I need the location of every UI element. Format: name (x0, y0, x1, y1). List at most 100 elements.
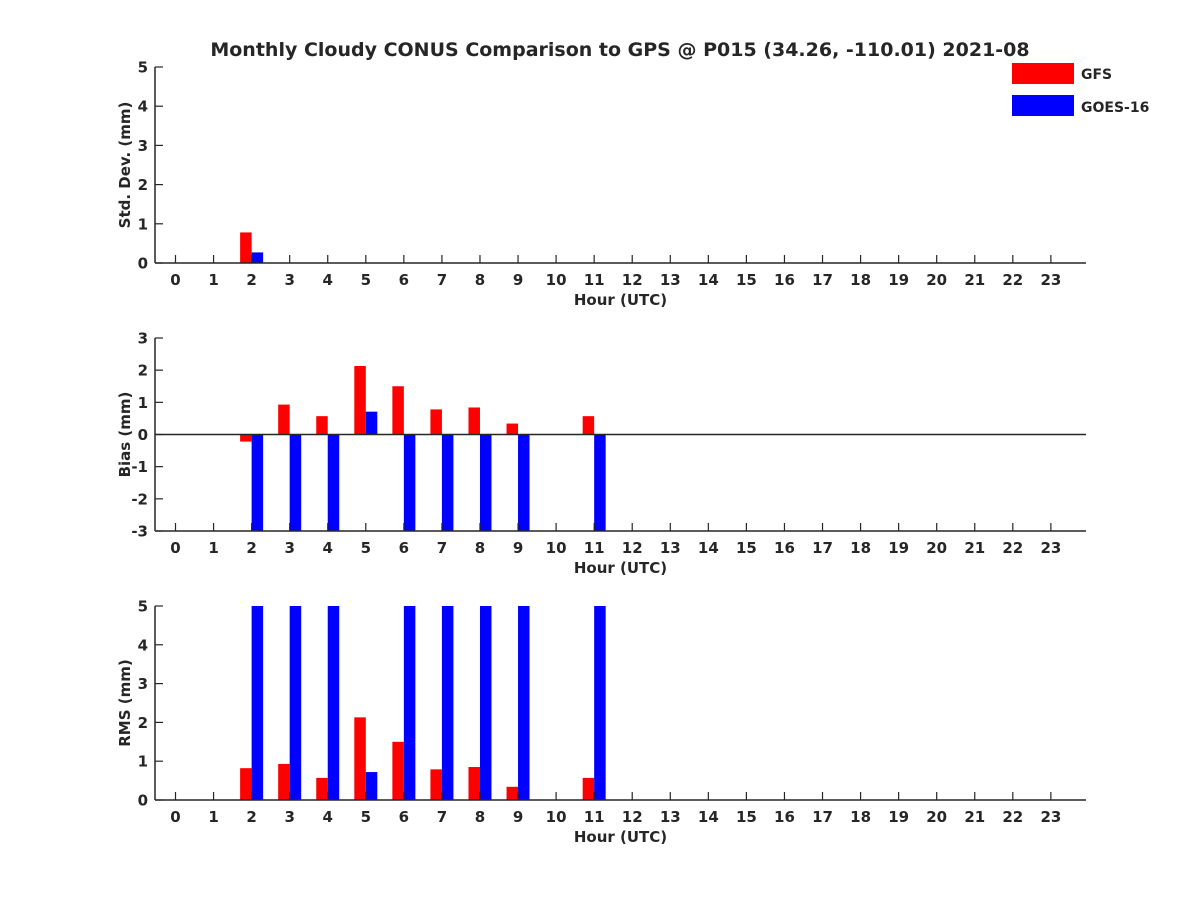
x-tick-label: 5 (361, 271, 371, 289)
x-tick-label: 23 (1040, 539, 1061, 557)
legend-label-goes: GOES-16 (1081, 100, 1149, 116)
x-tick-label: 10 (546, 808, 567, 826)
y-tick-label: 2 (138, 714, 148, 732)
y-tick-label: 4 (138, 98, 148, 116)
y-tick-label: 0 (138, 792, 148, 810)
bar-goes-16-h5 (365, 772, 378, 800)
x-tick-label: 17 (812, 539, 833, 557)
x-tick-label: 20 (926, 808, 947, 826)
x-tick-label: 1 (208, 539, 218, 557)
bar-gfs-h2 (240, 434, 252, 442)
y-tick-label: 0 (138, 426, 148, 444)
x-tick-label: 2 (246, 539, 256, 557)
x-tick-label: 13 (660, 271, 681, 289)
x-tick-label: 19 (888, 808, 909, 826)
bar-goes-16-h9 (518, 434, 530, 531)
y-axis-label: Std. Dev. (mm) (116, 102, 134, 229)
x-tick-label: 20 (926, 539, 947, 557)
x-tick-label: 18 (850, 808, 871, 826)
x-tick-label: 21 (964, 539, 985, 557)
x-tick-label: 9 (513, 539, 523, 557)
y-tick-label: 0 (138, 255, 148, 273)
x-tick-label: 12 (622, 539, 643, 557)
y-axis-label: Bias (mm) (116, 392, 134, 478)
x-tick-label: 9 (513, 271, 523, 289)
bar-gfs-h4 (316, 416, 328, 435)
bar-gfs-h9 (506, 786, 519, 800)
x-tick-label: 1 (208, 808, 218, 826)
x-tick-label: 12 (622, 808, 643, 826)
x-tick-label: 5 (361, 808, 371, 826)
y-tick-label: 3 (138, 675, 148, 693)
y-tick-label: 5 (138, 59, 148, 77)
bar-goes-16-h2 (251, 434, 264, 531)
x-tick-label: 11 (584, 271, 605, 289)
y-tick-label: 5 (138, 598, 148, 616)
x-tick-label: 18 (850, 271, 871, 289)
x-tick-label: 16 (774, 271, 795, 289)
x-tick-label: 7 (437, 539, 447, 557)
bar-goes-16-h6 (403, 606, 416, 800)
bar-gfs-h6 (392, 386, 404, 435)
bar-goes-16-h4 (327, 606, 340, 800)
x-tick-label: 15 (736, 808, 757, 826)
x-tick-label: 17 (812, 808, 833, 826)
bar-gfs-h7 (430, 409, 442, 435)
y-tick-label: 4 (138, 636, 148, 654)
bar-goes-16-h2 (251, 252, 264, 263)
bar-goes-16-h3 (289, 606, 302, 800)
x-tick-label: 21 (964, 271, 985, 289)
x-tick-label: 10 (546, 271, 567, 289)
bar-goes-16-h8 (479, 434, 492, 531)
bar-goes-16-h7 (441, 434, 454, 531)
bar-gfs-h7 (430, 769, 442, 800)
x-tick-label: 5 (361, 539, 371, 557)
x-tick-label: 0 (170, 271, 180, 289)
bar-gfs-h8 (468, 407, 480, 435)
chart-title: Monthly Cloudy CONUS Comparison to GPS @… (210, 39, 1029, 61)
bar-goes-16-h7 (441, 606, 454, 800)
bar-goes-16-h8 (479, 606, 492, 800)
y-tick-label: -3 (131, 523, 148, 541)
y-tick-label: 3 (138, 330, 148, 348)
bar-gfs-h4 (316, 777, 328, 800)
x-tick-label: 3 (284, 808, 294, 826)
x-tick-label: 3 (284, 539, 294, 557)
x-tick-label: 16 (774, 808, 795, 826)
x-tick-label: 22 (1002, 539, 1023, 557)
legend: GFS GOES-16 (1012, 63, 1149, 116)
bar-gfs-h11 (582, 777, 595, 800)
y-tick-label: 1 (138, 394, 148, 412)
x-tick-label: 6 (399, 808, 409, 826)
x-tick-label: 8 (475, 539, 485, 557)
x-tick-label: 1 (208, 271, 218, 289)
bar-goes-16-h5 (365, 411, 378, 435)
bar-goes-16-h9 (518, 606, 530, 800)
x-tick-label: 6 (399, 539, 409, 557)
x-tick-label: 13 (660, 539, 681, 557)
x-tick-label: 12 (622, 271, 643, 289)
bar-goes-16-h11 (594, 606, 606, 800)
x-tick-label: 16 (774, 539, 795, 557)
x-tick-label: 19 (888, 539, 909, 557)
bar-gfs-h3 (278, 404, 290, 435)
x-tick-label: 14 (698, 539, 719, 557)
x-tick-label: 23 (1040, 271, 1061, 289)
x-tick-label: 3 (284, 271, 294, 289)
x-axis-label: Hour (UTC) (574, 559, 667, 577)
legend-swatch-gfs (1012, 63, 1074, 84)
bar-goes-16-h3 (289, 434, 302, 531)
x-tick-label: 14 (698, 808, 719, 826)
y-tick-label: 1 (138, 215, 148, 233)
x-axis-label: Hour (UTC) (574, 828, 667, 846)
y-axis-label: RMS (mm) (116, 659, 134, 746)
x-tick-label: 2 (246, 808, 256, 826)
x-tick-label: 22 (1002, 271, 1023, 289)
x-tick-label: 13 (660, 808, 681, 826)
x-tick-label: 10 (546, 539, 567, 557)
y-tick-label: -2 (131, 490, 148, 508)
bar-gfs-h8 (468, 767, 480, 800)
x-tick-label: 0 (170, 539, 180, 557)
